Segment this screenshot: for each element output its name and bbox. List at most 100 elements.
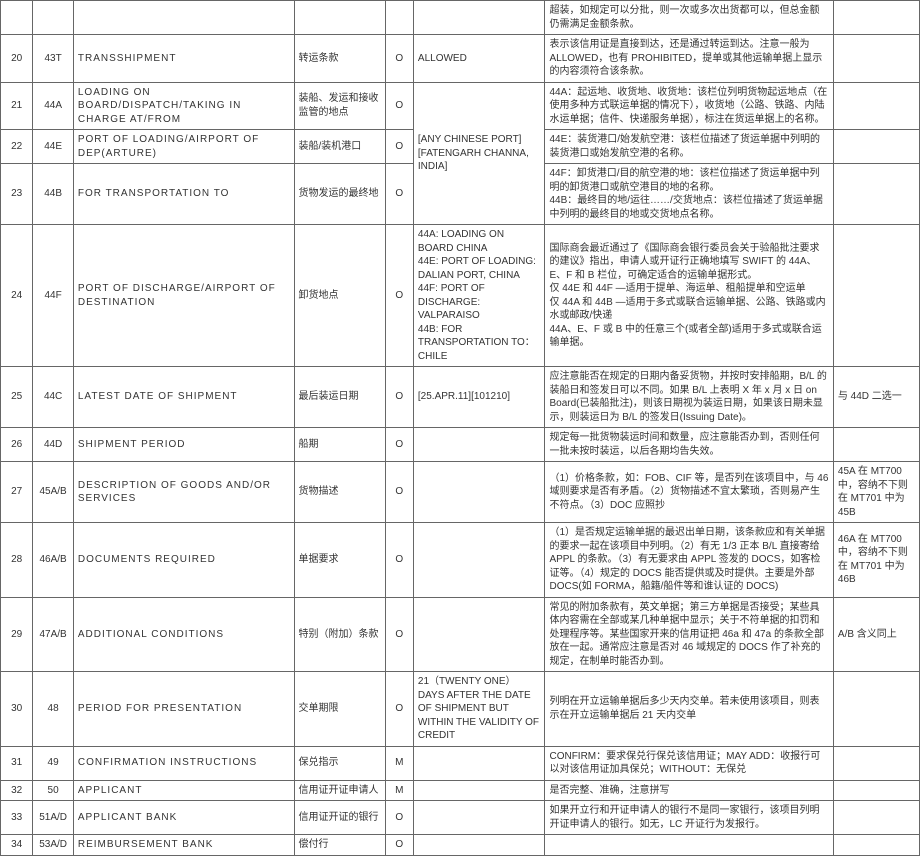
cell-req: O — [385, 164, 413, 225]
cell-val — [413, 597, 545, 672]
cell-desc: 44A：起运地、收货地、收货地：该栏位列明货物起运地点（在使用多种方式联运单据的… — [545, 82, 833, 130]
table-row: 3250APPLICANT信用证开证申请人M 是否完整、准确，注意拼写 — [1, 780, 920, 801]
cell-desc: 表示该信用证是直接到达，还是通过转运到达。注意一般为 ALLOWED，也有 PR… — [545, 35, 833, 83]
table-row: 2745A/BDESCRIPTION OF GOODS AND/OR SERVI… — [1, 462, 920, 523]
cell-cn: 装船、发运和接收监管的地点 — [294, 82, 385, 130]
cell-field: APPLICANT — [73, 780, 294, 801]
cell-field: TRANSSHIPMENT — [73, 35, 294, 83]
cell-code: 44C — [33, 367, 73, 428]
cell-note: A/B 含义同上 — [833, 597, 919, 672]
cell-val — [413, 801, 545, 835]
cell-cn: 船期 — [294, 428, 385, 462]
cell-code: 44F — [33, 225, 73, 367]
cell-val: 21（TWENTY ONE）DAYS AFTER THE DATE OF SHI… — [413, 672, 545, 747]
cell-note — [833, 801, 919, 835]
cell-cn: 信用证开证申请人 — [294, 780, 385, 801]
cell-code: 43T — [33, 35, 73, 83]
cell-note — [833, 835, 919, 856]
cell-req: O — [385, 597, 413, 672]
cell-code: 50 — [33, 780, 73, 801]
cell-code: 46A/B — [33, 523, 73, 598]
cell-desc: 44E：装货港口/始发航空港：该栏位描述了货运单据中列明的装货港口或始发航空港的… — [545, 130, 833, 164]
cell-cn: 保兑指示 — [294, 746, 385, 780]
cell-note — [833, 1, 919, 35]
cell-val — [413, 746, 545, 780]
cell-note — [833, 428, 919, 462]
cell-req: M — [385, 746, 413, 780]
cell-note — [833, 164, 919, 225]
cell-cn: 单据要求 — [294, 523, 385, 598]
cell-index: 31 — [1, 746, 33, 780]
cell-field: FOR TRANSPORTATION TO — [73, 164, 294, 225]
cell-val — [413, 780, 545, 801]
cell-code: 44A — [33, 82, 73, 130]
cell-code: 51A/D — [33, 801, 73, 835]
cell-req: O — [385, 672, 413, 747]
table-row: 超装，如规定可以分批，则一次或多次出货都可以，但总金额仍需满足金额条款。 — [1, 1, 920, 35]
cell-note: 46A 在 MT700 中，容纳不下则在 MT701 中为 46B — [833, 523, 919, 598]
cell-index: 29 — [1, 597, 33, 672]
cell-note — [833, 225, 919, 367]
cell-cn: 货物发运的最终地 — [294, 164, 385, 225]
cell-cn: 转运条款 — [294, 35, 385, 83]
cell-field: PORT OF LOADING/AIRPORT OF DEP(ARTURE) — [73, 130, 294, 164]
cell-code: 44E — [33, 130, 73, 164]
cell-field: LOADING ON BOARD/DISPATCH/TAKING IN CHAR… — [73, 82, 294, 130]
cell-index — [1, 1, 33, 35]
cell-field: PORT OF DISCHARGE/AIRPORT OF DESTINATION — [73, 225, 294, 367]
cell-index: 27 — [1, 462, 33, 523]
cell-field: APPLICANT BANK — [73, 801, 294, 835]
cell-desc: 国际商会最近通过了《国际商会银行委员会关于验船批注要求的建议》指出，申请人或开证… — [545, 225, 833, 367]
cell-index: 21 — [1, 82, 33, 130]
cell-cn: 卸货地点 — [294, 225, 385, 367]
cell-field: LATEST DATE OF SHIPMENT — [73, 367, 294, 428]
table-row: 3149CONFIRMATION INSTRUCTIONS保兑指示MCONFIR… — [1, 746, 920, 780]
cell-code — [33, 1, 73, 35]
cell-code: 53A/D — [33, 835, 73, 856]
cell-desc: 如果开立行和开证申请人的银行不是同一家银行，该项目列明开证申请人的银行。如无，L… — [545, 801, 833, 835]
cell-req: O — [385, 367, 413, 428]
table-row: 2644DSHIPMENT PERIOD船期O规定每一批货物装运时间和数量，应注… — [1, 428, 920, 462]
cell-cn: 偿付行 — [294, 835, 385, 856]
cell-val — [413, 1, 545, 35]
cell-note: 与 44D 二选一 — [833, 367, 919, 428]
cell-index: 32 — [1, 780, 33, 801]
cell-req: O — [385, 523, 413, 598]
table-row: 2544CLATEST DATE OF SHIPMENT最后装运日期O[25.A… — [1, 367, 920, 428]
cell-note — [833, 780, 919, 801]
cell-req: M — [385, 780, 413, 801]
cell-cn: 特别（附加）条款 — [294, 597, 385, 672]
cell-cn: 装船/装机港口 — [294, 130, 385, 164]
cell-desc: （1）是否规定运输单据的最迟出单日期，该条款应和有关单据的要求一起在该项目中列明… — [545, 523, 833, 598]
cell-req — [385, 1, 413, 35]
cell-index: 22 — [1, 130, 33, 164]
cell-note — [833, 672, 919, 747]
cell-val: 44A: LOADING ON BOARD CHINA44E: PORT OF … — [413, 225, 545, 367]
cell-cn: 交单期限 — [294, 672, 385, 747]
table-row: 3453A/DREIMBURSEMENT BANK偿付行O — [1, 835, 920, 856]
cell-val — [413, 462, 545, 523]
cell-desc: 常见的附加条款有，英文单据；第三方单据是否接受；某些具体内容需在全部或某几种单据… — [545, 597, 833, 672]
cell-desc: 超装，如规定可以分批，则一次或多次出货都可以，但总金额仍需满足金额条款。 — [545, 1, 833, 35]
cell-index: 20 — [1, 35, 33, 83]
cell-val: [25.APR.11][101210] — [413, 367, 545, 428]
cell-req: O — [385, 835, 413, 856]
cell-desc: 是否完整、准确，注意拼写 — [545, 780, 833, 801]
cell-field: DOCUMENTS REQUIRED — [73, 523, 294, 598]
cell-code: 47A/B — [33, 597, 73, 672]
table-row: 2144ALOADING ON BOARD/DISPATCH/TAKING IN… — [1, 82, 920, 130]
cell-code: 48 — [33, 672, 73, 747]
cell-val — [413, 428, 545, 462]
cell-val — [413, 523, 545, 598]
cell-field: DESCRIPTION OF GOODS AND/OR SERVICES — [73, 462, 294, 523]
cell-index: 23 — [1, 164, 33, 225]
table-row: 3048PERIOD FOR PRESENTATION交单期限O21（TWENT… — [1, 672, 920, 747]
cell-code: 49 — [33, 746, 73, 780]
cell-val: ALLOWED — [413, 35, 545, 83]
cell-field: SHIPMENT PERIOD — [73, 428, 294, 462]
cell-index: 30 — [1, 672, 33, 747]
cell-desc: CONFIRM：要求保兑行保兑该信用证；MAY ADD：收报行可以对该信用证加具… — [545, 746, 833, 780]
cell-desc: 44F：卸货港口/目的航空港的地：该栏位描述了货运单据中列明的卸货港口或航空港目… — [545, 164, 833, 225]
cell-field: PERIOD FOR PRESENTATION — [73, 672, 294, 747]
cell-req: O — [385, 130, 413, 164]
